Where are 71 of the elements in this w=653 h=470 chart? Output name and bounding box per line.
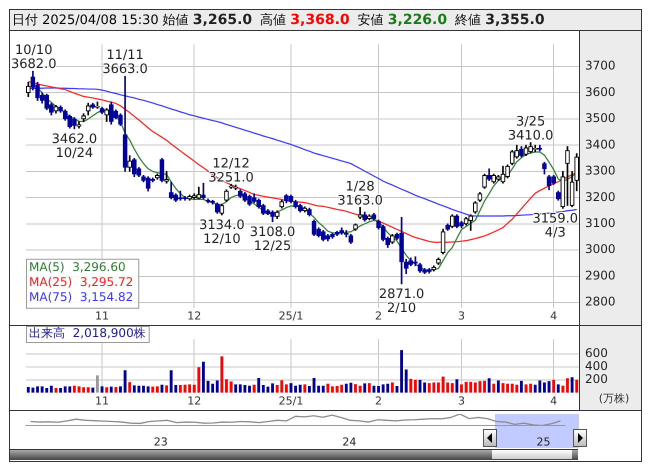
annotation: 1/28 3163.0 bbox=[337, 179, 383, 208]
bar bbox=[284, 384, 288, 393]
text: 高値 3,368.0 bbox=[260, 12, 350, 28]
y-tick-label: 2800 bbox=[585, 294, 616, 309]
bar bbox=[105, 387, 108, 393]
x-tick-label: 11 bbox=[95, 309, 110, 322]
y-tick-label: 600 bbox=[585, 346, 608, 360]
text: MA(75) 3,154.82 bbox=[29, 290, 134, 304]
chart-title: 日付 2025/04/08 15:30 bbox=[12, 13, 159, 28]
x-tick-label: 4 bbox=[550, 309, 558, 322]
bar bbox=[114, 386, 118, 393]
bar bbox=[496, 380, 500, 393]
x-tick-label: 25/1 bbox=[278, 394, 304, 408]
text: 25 bbox=[536, 435, 550, 448]
bar bbox=[552, 380, 556, 393]
chart-title: 出来高 2,018,900株 bbox=[29, 326, 146, 340]
candlestick bbox=[565, 146, 570, 206]
y-tick-label: 3500 bbox=[585, 111, 616, 126]
y-tick-label: 3600 bbox=[585, 84, 616, 99]
y-tick-label: 3400 bbox=[585, 137, 616, 152]
bar bbox=[165, 385, 168, 393]
x-tick-label: 3 bbox=[458, 309, 465, 322]
text: 安値 3,226.0 bbox=[358, 12, 448, 28]
bar bbox=[96, 375, 99, 393]
x-tick-label: 25/1 bbox=[278, 309, 304, 322]
bar bbox=[488, 378, 491, 393]
annotation: 3/25 3410.0 bbox=[508, 114, 554, 144]
annotation: 3108.0 12/25 bbox=[250, 224, 296, 254]
bar bbox=[414, 380, 417, 393]
bar bbox=[160, 384, 164, 393]
bar bbox=[170, 370, 173, 393]
x-tick-label: 2 bbox=[375, 309, 382, 322]
y-axis-title: (万株) bbox=[598, 392, 630, 406]
bar bbox=[276, 385, 279, 393]
annotation: 3462.0 10/24 bbox=[52, 132, 98, 161]
x-tick-label: 3 bbox=[458, 394, 465, 408]
x-tick-label: 4 bbox=[550, 394, 558, 408]
y-tick-label: 2900 bbox=[585, 268, 616, 282]
candlestick bbox=[76, 121, 82, 128]
text: MA(5) 3,296.60 bbox=[29, 260, 126, 274]
text: 24 bbox=[342, 435, 356, 448]
y-tick-label: 3700 bbox=[585, 58, 616, 73]
bar bbox=[156, 386, 159, 393]
bar bbox=[100, 386, 104, 393]
x-tick-label: 11 bbox=[95, 394, 110, 408]
bar bbox=[570, 377, 574, 393]
y-tick-label: 3200 bbox=[585, 190, 616, 204]
bar bbox=[455, 379, 458, 393]
y-tick-label: 3100 bbox=[585, 216, 616, 230]
candlestick bbox=[201, 182, 206, 200]
y-tick-label: 400 bbox=[585, 359, 608, 374]
x-tick-label: 12 bbox=[187, 394, 202, 408]
bar bbox=[50, 386, 53, 393]
x-tick-label: 12 bbox=[187, 309, 202, 322]
bar bbox=[520, 380, 523, 393]
y-tick-label: 200 bbox=[585, 372, 608, 386]
text: 終値 3,355.0 bbox=[455, 12, 545, 28]
bar bbox=[349, 382, 352, 393]
y-tick-label: 3000 bbox=[585, 242, 616, 256]
text: 23 bbox=[154, 435, 168, 448]
bar bbox=[54, 388, 58, 393]
y-tick-label: 3300 bbox=[585, 164, 616, 178]
text: MA(25) 3,295.72 bbox=[29, 274, 134, 289]
x-tick-label: 2 bbox=[375, 394, 382, 408]
annotation: 3134.0 12/10 bbox=[199, 218, 245, 247]
annotation: 10/10 3682.0 bbox=[10, 43, 56, 72]
text: 始値 3,265.0 bbox=[162, 12, 252, 28]
bar bbox=[252, 384, 256, 393]
annotation: 3159.0 4/3 bbox=[532, 211, 578, 240]
bar bbox=[390, 382, 394, 393]
annotation: 11/11 3663.0 bbox=[102, 48, 148, 78]
